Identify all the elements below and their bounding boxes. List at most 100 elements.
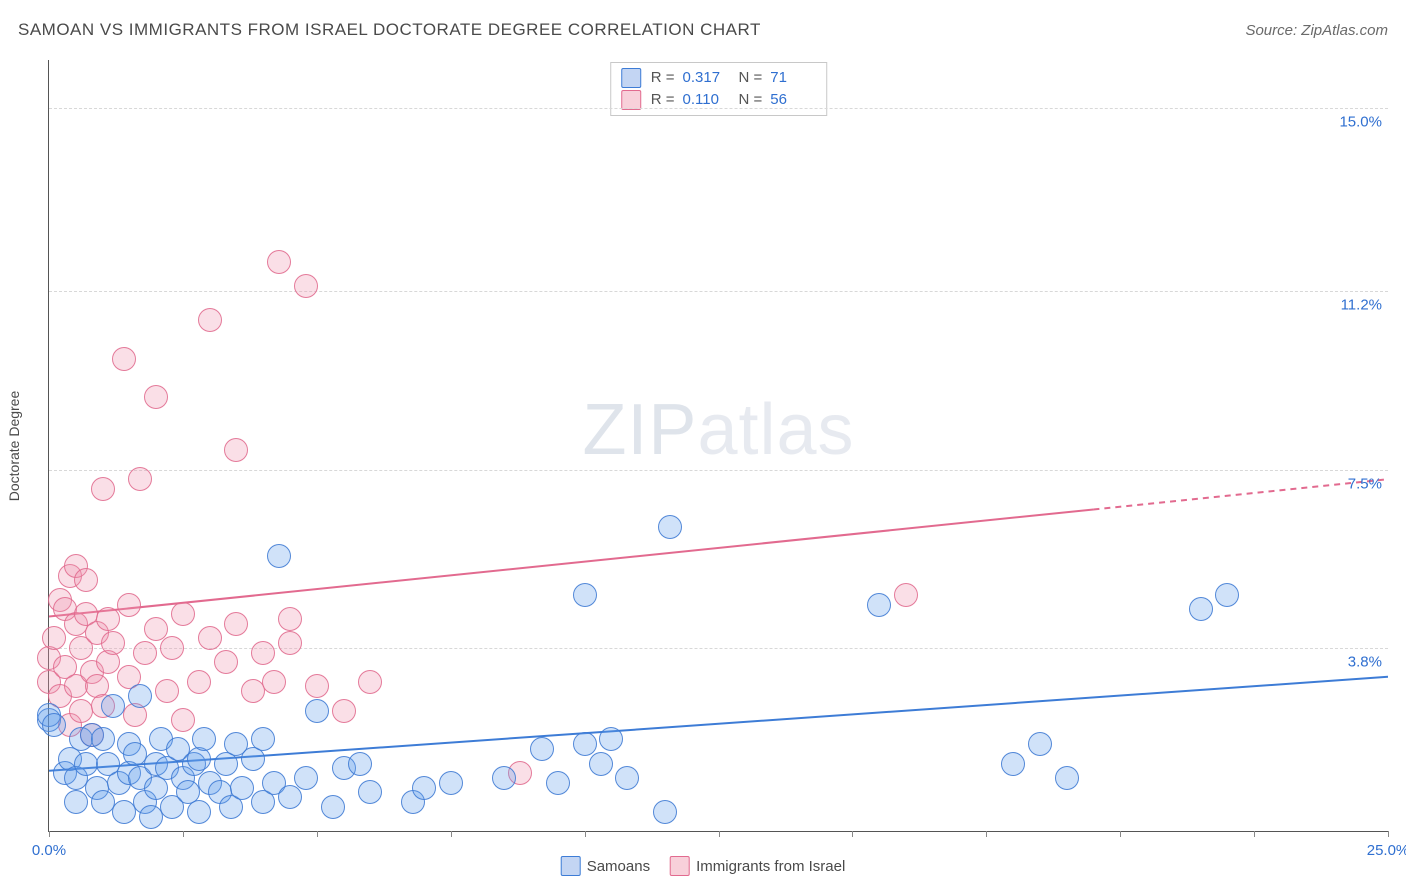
data-point: [267, 544, 291, 568]
data-point: [128, 467, 152, 491]
data-point: [267, 250, 291, 274]
data-point: [123, 742, 147, 766]
ytick-label: 3.8%: [1348, 653, 1382, 670]
watermark: ZIPatlas: [582, 389, 854, 471]
xtick-label: 25.0%: [1367, 842, 1406, 859]
ytick-label: 7.5%: [1348, 475, 1382, 492]
data-point: [69, 699, 93, 723]
legend-label: Samoans: [587, 858, 650, 875]
data-point: [278, 785, 302, 809]
data-point: [262, 670, 286, 694]
data-point: [305, 674, 329, 698]
xtick-mark: [317, 831, 318, 837]
data-point: [74, 752, 98, 776]
data-point: [305, 699, 329, 723]
data-point: [160, 636, 184, 660]
data-point: [144, 385, 168, 409]
trend-lines: [49, 60, 1388, 831]
data-point: [358, 670, 382, 694]
data-point: [155, 679, 179, 703]
data-point: [348, 752, 372, 776]
data-point: [294, 274, 318, 298]
data-point: [251, 727, 275, 751]
xtick-mark: [585, 831, 586, 837]
legend-item-samoans: Samoans: [561, 856, 650, 876]
swatch-blue-icon: [621, 68, 641, 88]
data-point: [615, 766, 639, 790]
xtick-mark: [852, 831, 853, 837]
xtick-label: 0.0%: [32, 842, 66, 859]
chart-title: SAMOAN VS IMMIGRANTS FROM ISRAEL DOCTORA…: [18, 20, 761, 40]
swatch-blue-icon: [561, 856, 581, 876]
gridline: [49, 470, 1388, 471]
gridline: [49, 108, 1388, 109]
legend-item-immigrants: Immigrants from Israel: [670, 856, 845, 876]
data-point: [294, 766, 318, 790]
data-point: [91, 790, 115, 814]
xtick-mark: [183, 831, 184, 837]
data-point: [192, 727, 216, 751]
swatch-pink-icon: [670, 856, 690, 876]
data-point: [187, 800, 211, 824]
chart-area: ZIPatlas R =0.317 N =71 R =0.110 N =56 3…: [48, 60, 1388, 832]
data-point: [128, 684, 152, 708]
data-point: [546, 771, 570, 795]
data-point: [112, 347, 136, 371]
data-point: [91, 477, 115, 501]
data-point: [653, 800, 677, 824]
swatch-pink-icon: [621, 90, 641, 110]
data-point: [894, 583, 918, 607]
legend-label: Immigrants from Israel: [696, 858, 845, 875]
data-point: [278, 631, 302, 655]
data-point: [42, 713, 66, 737]
data-point: [101, 631, 125, 655]
xtick-mark: [451, 831, 452, 837]
data-point: [224, 612, 248, 636]
data-point: [530, 737, 554, 761]
data-point: [230, 776, 254, 800]
data-point: [74, 568, 98, 592]
data-point: [599, 727, 623, 751]
data-point: [198, 308, 222, 332]
data-point: [1001, 752, 1025, 776]
data-point: [112, 800, 136, 824]
data-point: [224, 438, 248, 462]
data-point: [439, 771, 463, 795]
data-point: [187, 670, 211, 694]
gridline: [49, 648, 1388, 649]
data-point: [64, 790, 88, 814]
data-point: [241, 679, 265, 703]
data-point: [214, 650, 238, 674]
y-axis-label: Doctorate Degree: [6, 391, 22, 502]
data-point: [171, 708, 195, 732]
data-point: [332, 699, 356, 723]
data-point: [101, 694, 125, 718]
gridline: [49, 291, 1388, 292]
data-point: [96, 607, 120, 631]
data-point: [91, 727, 115, 751]
data-point: [117, 593, 141, 617]
data-point: [358, 780, 382, 804]
data-point: [1215, 583, 1239, 607]
data-point: [867, 593, 891, 617]
ytick-label: 11.2%: [1341, 297, 1382, 314]
xtick-mark: [986, 831, 987, 837]
source-label: Source: ZipAtlas.com: [1245, 22, 1388, 39]
xtick-mark: [1388, 831, 1389, 837]
data-point: [278, 607, 302, 631]
xtick-mark: [1254, 831, 1255, 837]
data-point: [198, 626, 222, 650]
data-point: [171, 602, 195, 626]
data-point: [589, 752, 613, 776]
xtick-mark: [719, 831, 720, 837]
data-point: [139, 805, 163, 829]
data-point: [412, 776, 436, 800]
data-point: [251, 641, 275, 665]
data-point: [1028, 732, 1052, 756]
legend-series: Samoans Immigrants from Israel: [561, 856, 846, 876]
data-point: [133, 641, 157, 665]
data-point: [1189, 597, 1213, 621]
ytick-label: 15.0%: [1339, 114, 1382, 131]
legend-stats-row-blue: R =0.317 N =71: [621, 67, 817, 89]
data-point: [1055, 766, 1079, 790]
